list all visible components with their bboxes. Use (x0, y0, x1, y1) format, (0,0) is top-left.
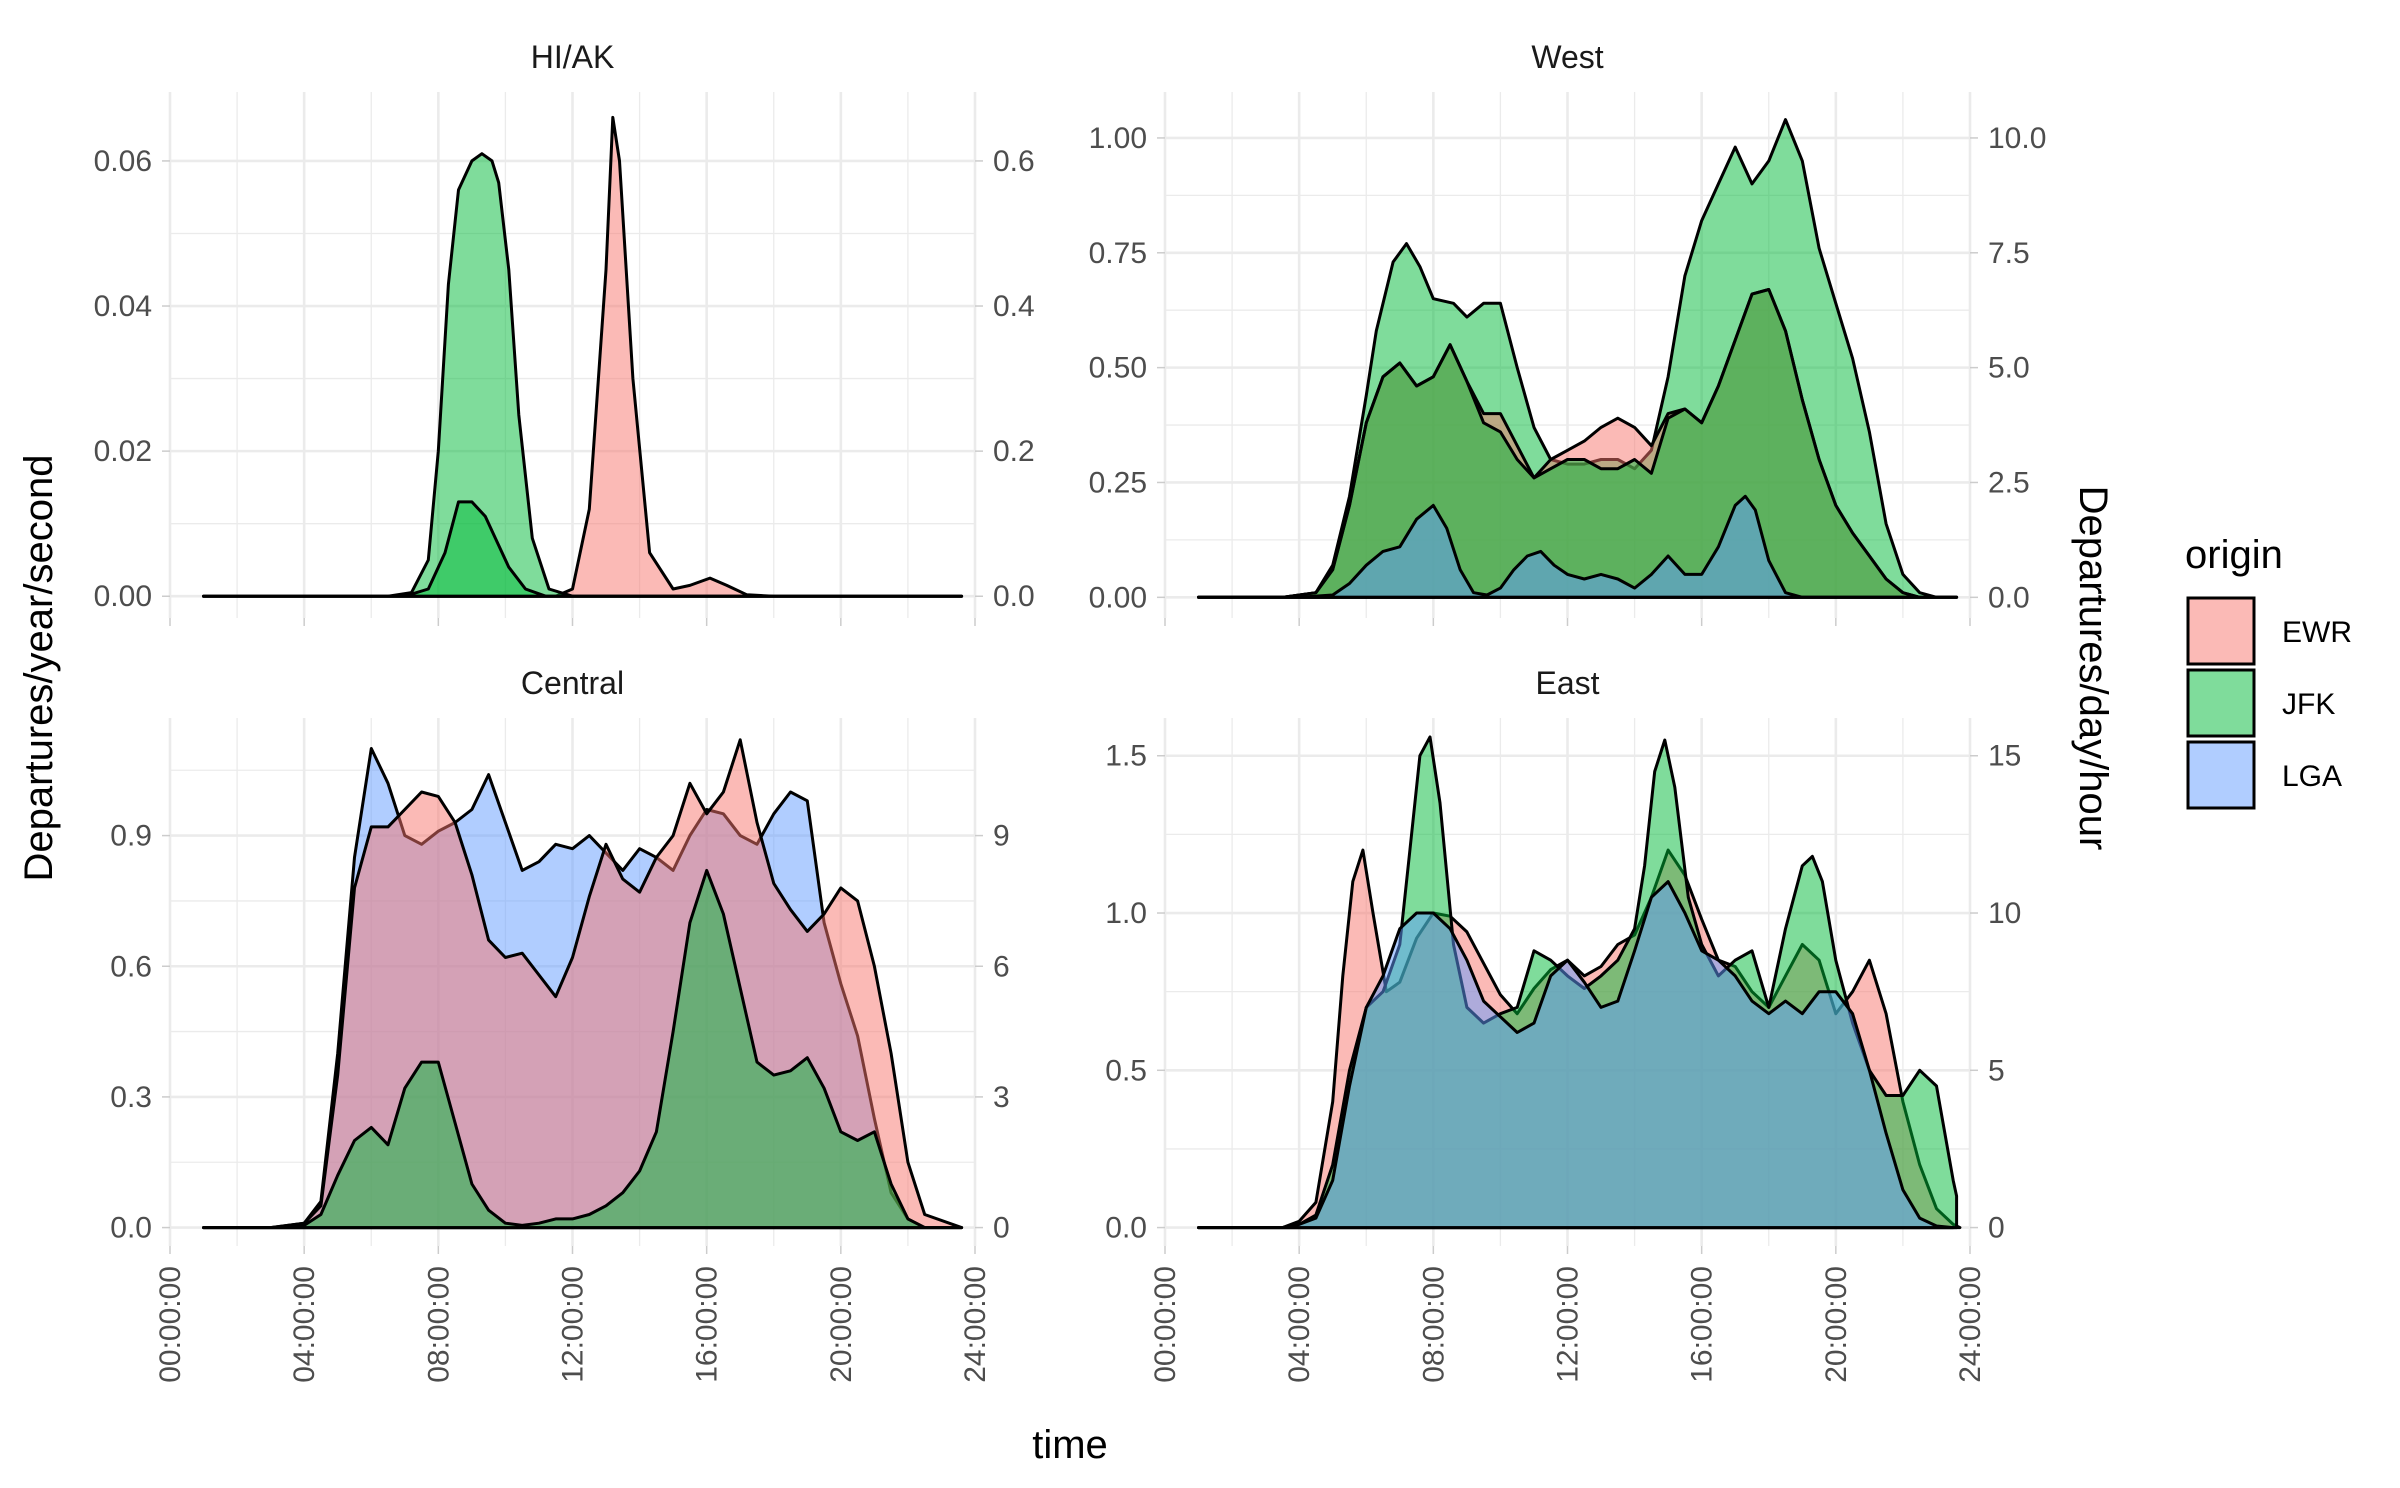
y2-tick-label: 3 (993, 1081, 1010, 1114)
density-area-central-jfk (202, 868, 964, 1230)
y2-tick-label: 0.6 (993, 145, 1035, 178)
y-tick-label: 0.3 (110, 1081, 152, 1114)
x-tick-label: 12:00:00 (1552, 1266, 1585, 1383)
panel-title-central: Central (521, 665, 624, 701)
x-tick-label: 04:00:00 (1283, 1266, 1316, 1383)
y2-tick-label: 10.0 (1988, 122, 2046, 155)
x-tick-label: 20:00:00 (825, 1266, 858, 1383)
x-tick-label: 04:00:00 (288, 1266, 321, 1383)
x-tick-label: 00:00:00 (154, 1266, 187, 1383)
y2-tick-label: 0.2 (993, 435, 1035, 468)
legend-key-jfk (2186, 668, 2256, 738)
y2-tick-label: 9 (993, 820, 1010, 853)
y-tick-label: 0.00 (94, 580, 152, 613)
density-area-hi-ak-jfk (202, 152, 964, 598)
x-tick-label: 08:00:00 (422, 1266, 455, 1383)
y2-tick-label: 0.0 (993, 580, 1035, 613)
panel-title-east: East (1535, 665, 1599, 701)
y2-axis-title: Departures/day/hour (2071, 486, 2115, 851)
x-tick-label: 16:00:00 (691, 1266, 724, 1383)
legend-key-ewr (2186, 596, 2256, 666)
y2-tick-label: 0.0 (1988, 581, 2030, 614)
y-tick-label: 0.9 (110, 820, 152, 853)
y-tick-label: 0.6 (110, 950, 152, 983)
y-tick-label: 0.0 (110, 1212, 152, 1245)
y-tick-label: 0.75 (1089, 237, 1147, 270)
y-tick-label: 1.0 (1105, 897, 1147, 930)
legend-key-lga (2186, 740, 2256, 810)
x-tick-label: 00:00:00 (1149, 1266, 1182, 1383)
y2-tick-label: 0 (1988, 1212, 2005, 1245)
y2-tick-label: 6 (993, 950, 1010, 983)
y-tick-label: 0.00 (1089, 581, 1147, 614)
y-tick-label: 0.50 (1089, 352, 1147, 385)
y2-tick-label: 10 (1988, 897, 2021, 930)
y2-tick-label: 2.5 (1988, 466, 2030, 499)
x-tick-label: 20:00:00 (1820, 1266, 1853, 1383)
panel-title-west: West (1531, 39, 1603, 75)
density-area-west-lga (1197, 494, 1959, 599)
y-tick-label: 0.02 (94, 435, 152, 468)
density-area-hi-ak-jfk (202, 500, 964, 598)
y-tick-label: 0.06 (94, 145, 152, 178)
x-tick-label: 24:00:00 (959, 1266, 992, 1383)
density-area-hi-ak-ewr (202, 115, 964, 598)
x-tick-label: 16:00:00 (1686, 1266, 1719, 1383)
y2-tick-label: 5.0 (1988, 352, 2030, 385)
legend-label-ewr: EWR (2282, 616, 2352, 649)
y2-tick-label: 0.4 (993, 290, 1035, 323)
y-tick-label: 0.04 (94, 290, 152, 323)
y-tick-label: 0.0 (1105, 1212, 1147, 1245)
y-tick-label: 0.5 (1105, 1054, 1147, 1087)
y-tick-label: 1.5 (1105, 740, 1147, 773)
x-tick-label: 24:00:00 (1954, 1266, 1987, 1383)
legend-title: origin (2185, 533, 2283, 577)
y-tick-label: 0.25 (1089, 466, 1147, 499)
density-area-east-lga (1197, 880, 1955, 1230)
y-tick-label: 1.00 (1089, 122, 1147, 155)
panel-title-hi-ak: HI/AK (531, 39, 615, 75)
y2-tick-label: 15 (1988, 740, 2021, 773)
y-axis-title: Departures/year/second (17, 455, 61, 882)
legend-label-lga: LGA (2282, 760, 2342, 793)
y2-tick-label: 0 (993, 1212, 1010, 1245)
x-axis-title: time (1032, 1423, 1108, 1467)
x-tick-label: 12:00:00 (557, 1266, 590, 1383)
y2-tick-label: 7.5 (1988, 237, 2030, 270)
y2-tick-label: 5 (1988, 1054, 2005, 1087)
density-area-west-jfk (1197, 288, 1959, 599)
legend-label-jfk: JFK (2282, 688, 2335, 721)
x-tick-label: 08:00:00 (1417, 1266, 1450, 1383)
